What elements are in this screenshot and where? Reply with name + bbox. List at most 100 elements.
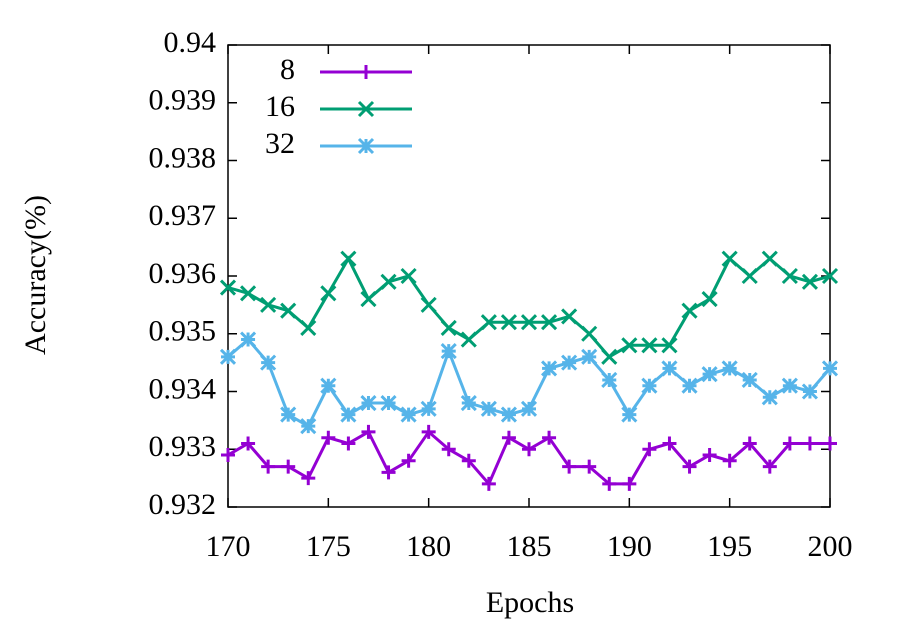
marker <box>320 285 337 302</box>
marker <box>681 377 698 394</box>
marker <box>280 406 297 423</box>
marker <box>440 319 457 337</box>
y-tick-label: 0.936 <box>149 257 217 290</box>
marker <box>801 383 818 400</box>
y-tick-label: 0.94 <box>164 26 217 59</box>
marker <box>522 442 536 457</box>
marker <box>761 250 778 267</box>
marker <box>541 360 558 377</box>
marker <box>701 291 718 308</box>
marker <box>641 337 658 354</box>
marker <box>701 366 718 383</box>
y-tick-label: 0.937 <box>149 199 217 232</box>
marker <box>281 459 296 474</box>
marker <box>520 314 538 331</box>
marker <box>381 465 396 480</box>
marker <box>581 348 598 365</box>
marker <box>762 459 777 474</box>
marker <box>821 360 839 377</box>
marker <box>420 296 437 313</box>
marker <box>460 331 477 348</box>
marker <box>361 424 376 439</box>
marker <box>642 442 657 457</box>
marker <box>801 273 818 290</box>
marker <box>380 273 397 290</box>
x-axis-label: Epochs <box>486 586 574 619</box>
legend-marker <box>359 65 373 79</box>
marker <box>420 400 437 417</box>
marker <box>781 377 798 394</box>
marker <box>823 436 837 451</box>
marker <box>601 371 618 389</box>
y-axis-label: Accuracy(%) <box>19 195 52 355</box>
marker <box>440 343 457 360</box>
marker <box>781 267 798 285</box>
y-tick-label: 0.934 <box>149 372 217 405</box>
marker <box>661 360 678 377</box>
series-line <box>227 255 831 359</box>
legend-label: 16 <box>265 90 295 123</box>
marker <box>221 448 235 463</box>
marker <box>260 296 277 313</box>
marker <box>219 348 237 365</box>
x-tick-label: 185 <box>507 530 552 563</box>
marker <box>721 360 738 377</box>
marker <box>662 436 677 451</box>
marker <box>602 476 617 491</box>
marker <box>641 377 658 394</box>
y-tick-label: 0.935 <box>149 315 217 348</box>
marker <box>562 459 577 474</box>
marker <box>721 250 738 267</box>
x-tick-label: 175 <box>306 530 351 563</box>
x-tick-label: 170 <box>206 530 251 563</box>
x-tick-label: 190 <box>607 530 652 563</box>
x-tick-label: 200 <box>808 530 853 563</box>
marker <box>661 337 678 354</box>
x-tick-label: 180 <box>406 530 451 563</box>
marker <box>541 314 558 331</box>
marker <box>520 400 538 417</box>
marker <box>461 453 476 468</box>
marker <box>260 354 277 371</box>
marker <box>681 302 698 319</box>
marker <box>300 418 317 435</box>
marker <box>622 476 637 491</box>
marker <box>320 377 337 394</box>
y-tick-label: 0.939 <box>149 84 217 117</box>
marker <box>280 302 297 319</box>
marker <box>301 471 316 486</box>
marker <box>400 267 417 285</box>
y-tick-label: 0.933 <box>149 430 217 463</box>
marker <box>261 459 276 474</box>
marker <box>682 459 697 474</box>
marker <box>501 430 516 445</box>
marker <box>722 453 737 468</box>
marker <box>480 400 497 417</box>
marker <box>621 406 638 423</box>
legend-label: 8 <box>280 53 295 86</box>
marker <box>240 331 257 348</box>
marker <box>441 442 456 457</box>
marker <box>340 406 357 423</box>
plot-frame <box>227 44 831 508</box>
y-tick-label: 0.938 <box>149 141 217 174</box>
marker <box>240 285 257 302</box>
marker <box>400 406 417 423</box>
marker <box>481 476 496 491</box>
marker <box>421 424 436 439</box>
marker <box>782 436 797 451</box>
series-line <box>227 429 830 487</box>
legend-marker <box>357 137 375 155</box>
marker <box>321 430 336 445</box>
marker <box>601 348 618 365</box>
legend-marker <box>357 100 375 118</box>
marker <box>561 354 578 371</box>
marker <box>741 267 758 285</box>
marker <box>582 459 597 474</box>
y-tick-label: 0.932 <box>149 488 217 521</box>
marker <box>219 279 237 296</box>
marker <box>500 314 517 331</box>
marker <box>741 371 758 389</box>
marker <box>300 319 317 337</box>
